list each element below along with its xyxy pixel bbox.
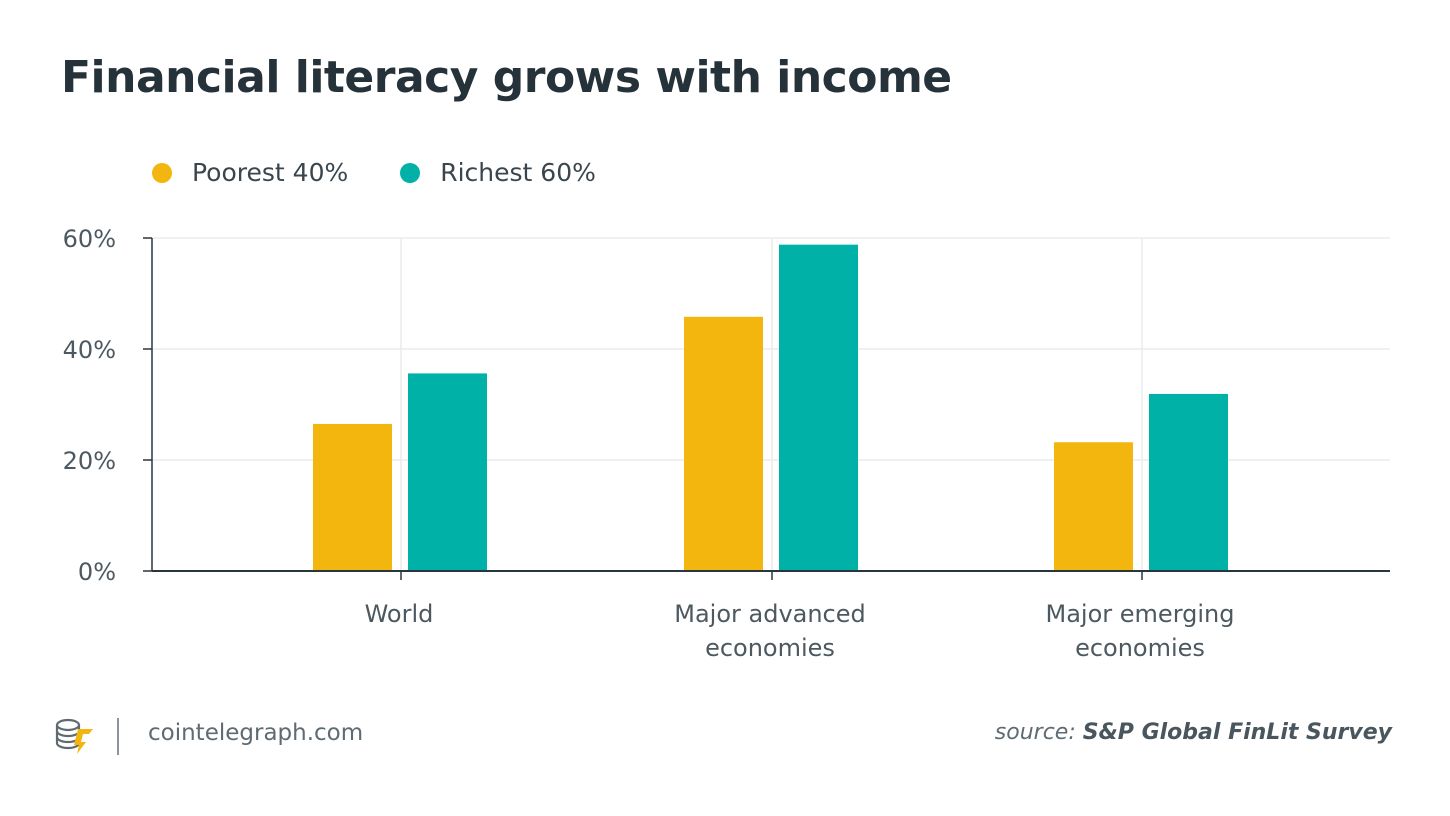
- legend-label-richest: Richest 60%: [440, 158, 596, 187]
- footer-divider: [117, 718, 119, 755]
- source-name: S&P Global FinLit Survey: [1082, 720, 1392, 745]
- x-tick-label-line: Major emerging: [1046, 600, 1235, 628]
- footer-site[interactable]: cointelegraph.com: [148, 720, 364, 746]
- x-tick-label-line: Major advanced: [674, 600, 866, 628]
- bar-richest: [408, 373, 487, 571]
- source-prefix: source:: [994, 720, 1076, 745]
- x-tick-label: World: [365, 600, 434, 628]
- bar-poorest: [684, 316, 763, 571]
- y-tick-label: 40%: [63, 336, 116, 364]
- legend-swatch-poorest: [152, 162, 172, 183]
- cointelegraph-logo-icon: [54, 716, 98, 760]
- y-tick-label: 60%: [63, 225, 116, 253]
- x-tick-label: Major advanced economies: [674, 600, 866, 662]
- y-tick-label: 0%: [78, 558, 116, 586]
- x-tick-label-line: economies: [705, 634, 835, 662]
- bar-poorest: [313, 423, 392, 571]
- x-tick-label: Major emerging economies: [1046, 600, 1235, 662]
- x-tick-label-line: economies: [1075, 634, 1205, 662]
- bar-richest: [1149, 393, 1228, 571]
- bar-richest: [779, 244, 858, 571]
- y-tick-label: 20%: [63, 447, 116, 475]
- bar-chart: 0%20%40%60%World Major advanced economiesM…: [63, 225, 1390, 662]
- legend-swatch-richest: [400, 162, 421, 183]
- x-tick-label-line: World: [365, 600, 434, 628]
- legend-item-poorest: Poorest 40%: [152, 158, 348, 187]
- legend-item-richest: Richest 60%: [400, 158, 596, 187]
- footer-source: source: S&P Global FinLit Survey: [995, 720, 1392, 745]
- legend: Poorest 40% Richest 60%: [152, 158, 596, 187]
- chart-title: Financial literacy grows with income: [61, 52, 952, 103]
- bar-poorest: [1054, 442, 1133, 571]
- legend-label-poorest: Poorest 40%: [192, 158, 349, 187]
